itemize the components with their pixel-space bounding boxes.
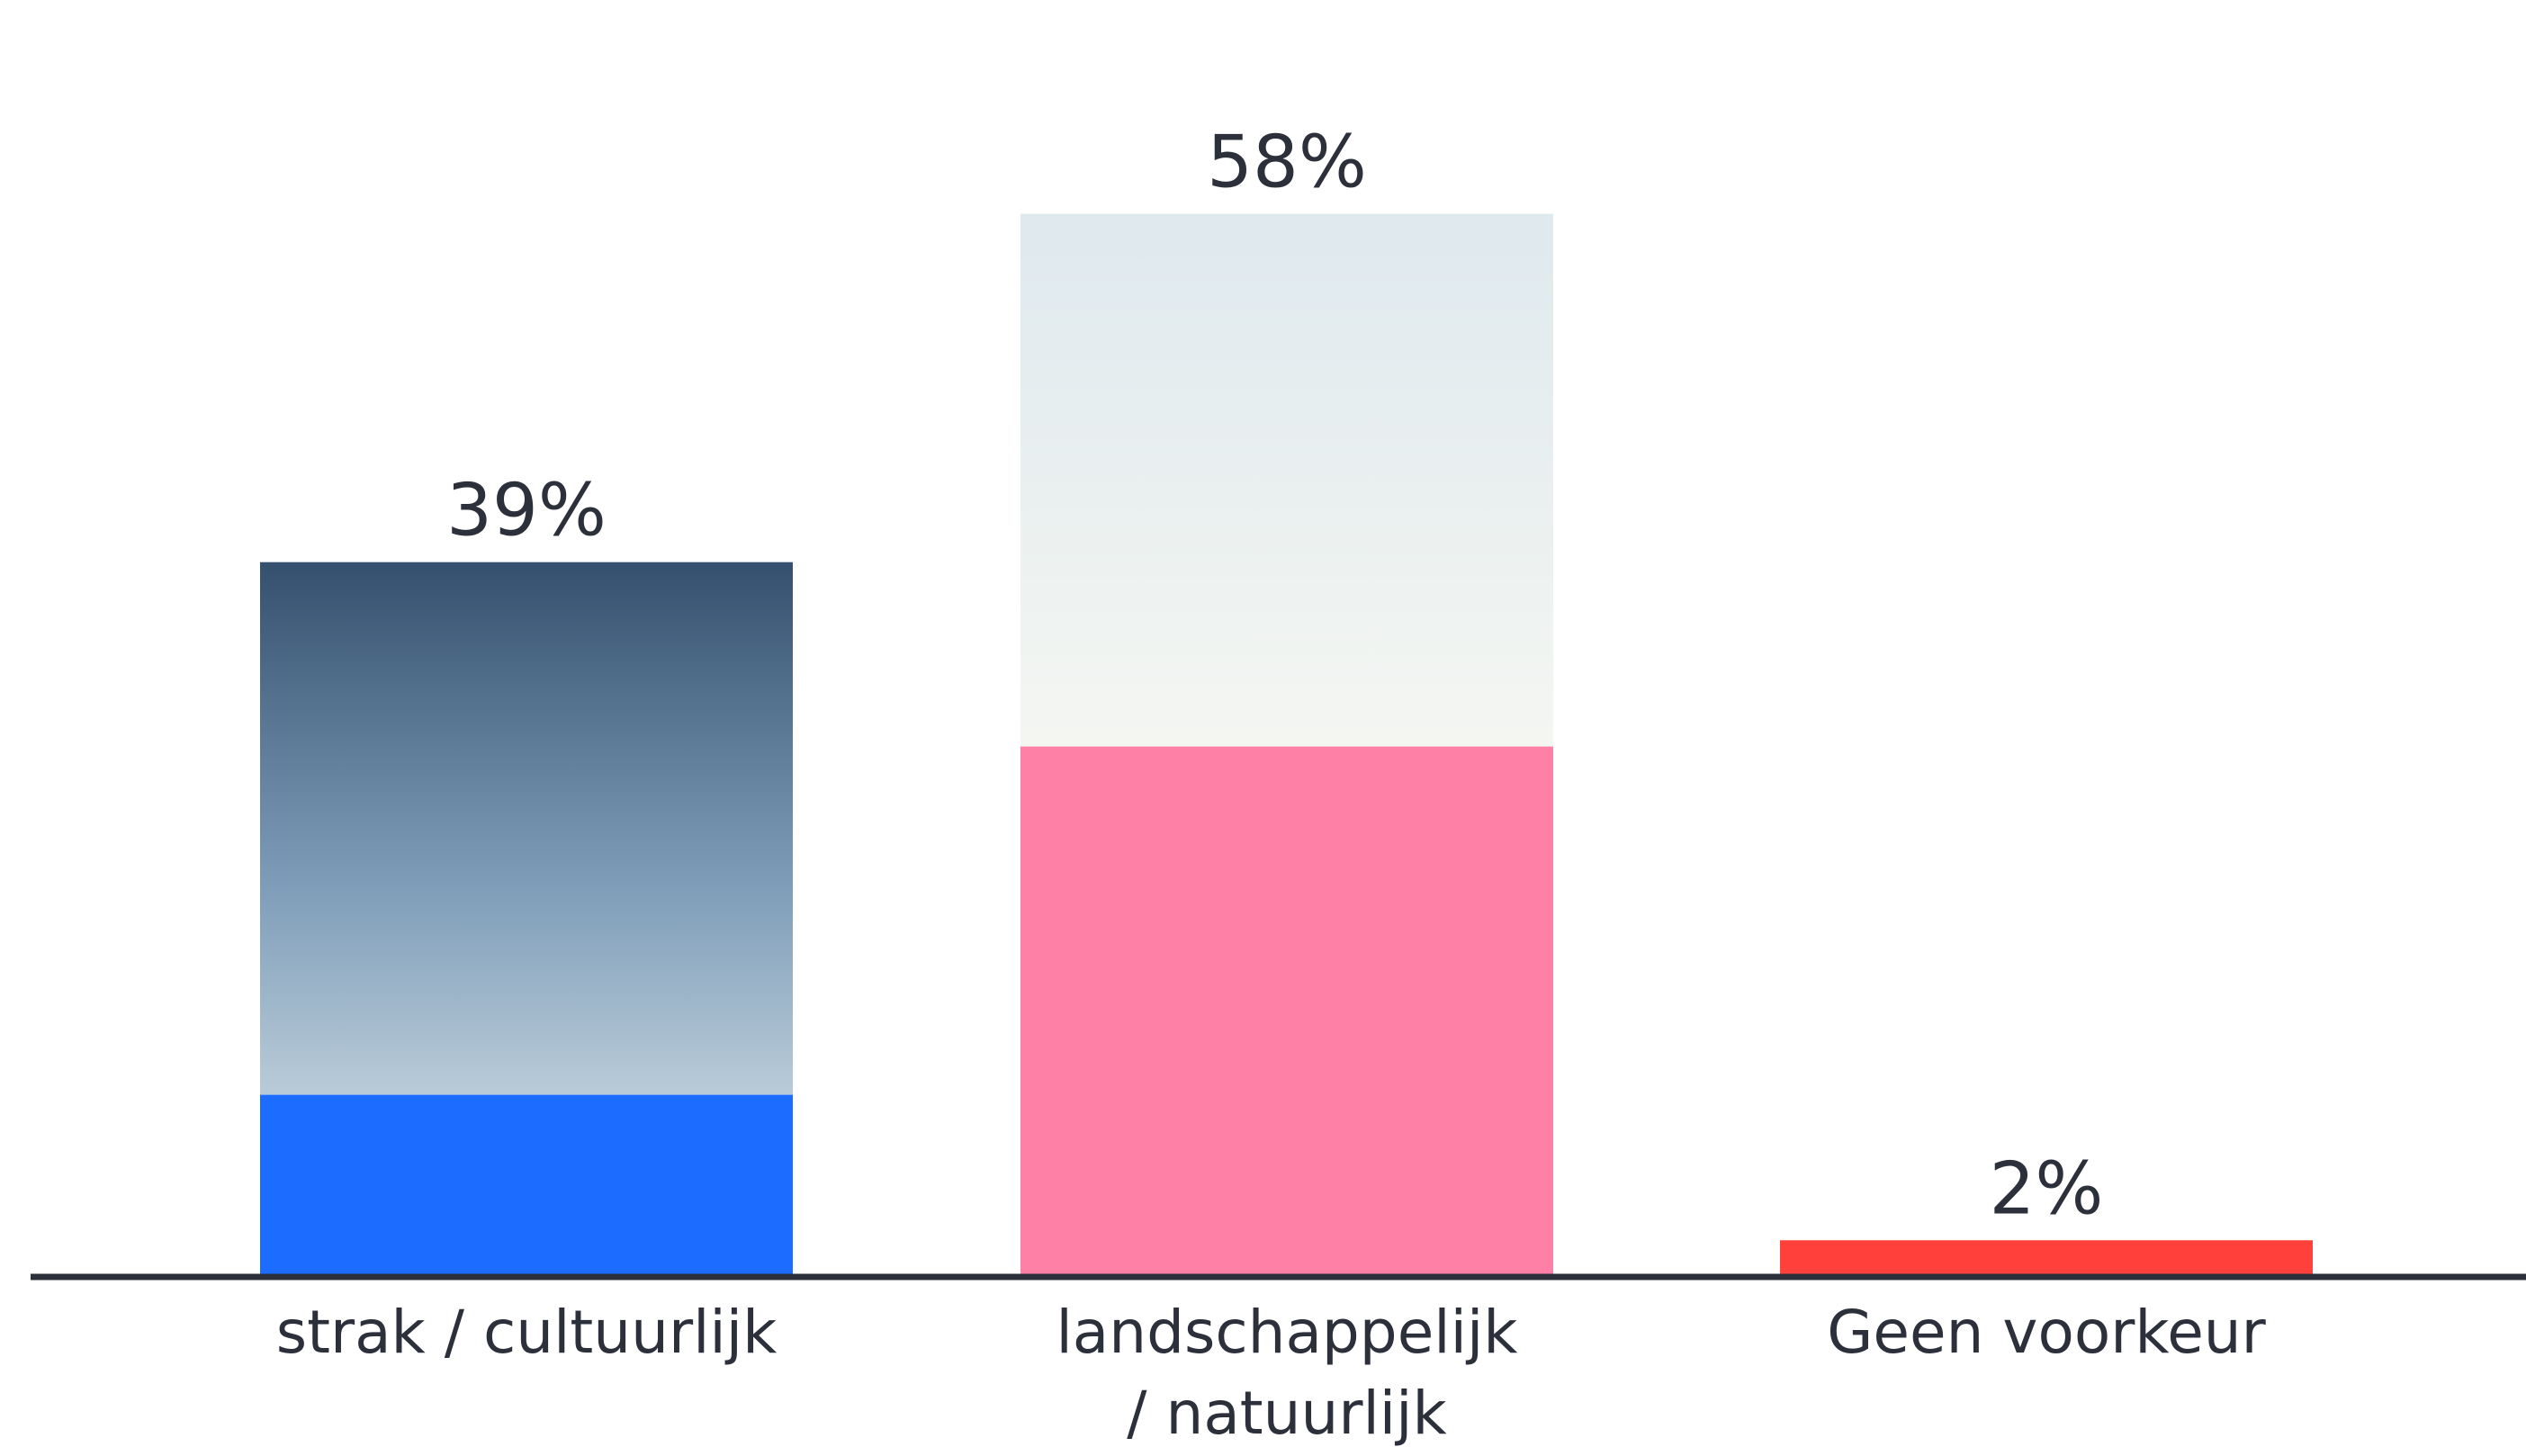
category-labels-layer: strak / cultuurlijk landschappelijk / natu…: [276, 1298, 2267, 1448]
value-label-1: 39%: [446, 469, 607, 553]
value-label-3: 2%: [1990, 1146, 2104, 1230]
bar-2: [1020, 746, 1553, 1277]
category-label-2-line-2: / natuurlijk: [1127, 1379, 1447, 1448]
photos-layer: [260, 213, 1553, 1095]
bar-1: [260, 1094, 793, 1277]
brick-houses-street-roundabout-photo: [260, 562, 793, 1095]
category-label-1: strak / cultuurlijk: [276, 1298, 778, 1367]
category-label-2-line-1: landschappelijk: [1056, 1298, 1518, 1367]
value-labels-layer: 39% 58% 2%: [446, 121, 2103, 1231]
category-label-3: Geen voorkeur: [1827, 1298, 2266, 1367]
value-label-2: 58%: [1207, 121, 1367, 204]
bar-3: [1780, 1240, 2313, 1277]
white-house-wildflower-meadow-photo: [1020, 213, 1553, 747]
bars-layer: [260, 746, 2313, 1277]
